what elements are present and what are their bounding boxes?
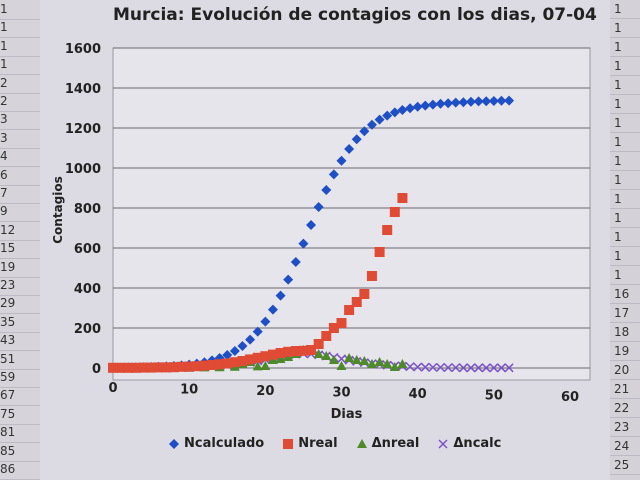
legend-label: Nreal [298,436,338,451]
square-marker-icon [283,438,294,449]
spreadsheet-cell[interactable]: 1 [610,95,640,114]
y-tick-label: 1600 [65,42,101,57]
spreadsheet-cell[interactable]: 17 [610,304,640,323]
spreadsheet-cell[interactable]: 1 [610,228,640,247]
series-Nreal [108,193,408,373]
y-axis-label: Contagios [51,176,65,244]
spreadsheet-cell[interactable]: 3 [0,129,40,149]
y-tick-label: 1000 [65,162,101,177]
spreadsheet-cell[interactable]: 1 [610,57,640,76]
spreadsheet-cell[interactable]: 1 [0,0,40,20]
x-axis-label: Dias [331,407,363,422]
spreadsheet-cell[interactable]: 1 [610,133,640,152]
spreadsheet-cell[interactable]: 19 [0,258,40,278]
chart-area[interactable]: Murcia: Evolución de contagios con los d… [40,0,610,480]
spreadsheet-cell[interactable]: 12 [0,221,40,241]
spreadsheet-cell[interactable]: 43 [0,331,40,352]
legend-item-Δncalc: Δncalc [437,436,501,451]
x-tick-label: 30 [332,386,350,401]
spreadsheet-cell[interactable]: 3 [0,110,40,131]
spreadsheet-cell[interactable]: 23 [0,276,40,296]
spreadsheet-cell[interactable]: 4 [0,147,40,168]
spreadsheet-cell[interactable]: 7 [0,184,40,204]
spreadsheet-cell[interactable]: 2 [0,92,40,112]
spreadsheet-cell[interactable]: 1 [610,0,640,19]
spreadsheet-cell[interactable]: 15 [0,239,40,260]
spreadsheet-cell[interactable]: 67 [0,386,40,407]
plot-area: 0 200 400 600 800 1000 1200 1400 1600 0 10 20 30 40 50… [51,42,591,422]
spreadsheet-cell[interactable]: 22 [610,399,640,418]
spreadsheet-cell[interactable]: 1 [610,38,640,57]
spreadsheet-cell[interactable]: 75 [0,405,40,425]
x-tick-label: 50 [485,389,503,404]
spreadsheet-cell[interactable]: 9 [0,202,40,223]
y-tick-label: 200 [74,322,101,337]
x-tick-label: 60 [561,390,579,405]
spreadsheet-cell[interactable]: 1 [0,37,40,57]
spreadsheet-cell[interactable]: 1 [0,18,40,39]
x-marker-icon [438,438,448,449]
legend-label: Ncalculado [184,436,265,451]
spreadsheet-cell[interactable]: 18 [610,323,640,342]
x-tick-label: 40 [409,387,427,402]
spreadsheet-cell[interactable]: 1 [610,19,640,38]
legend-label: Δncalc [453,436,502,451]
y-tick-label: 1200 [65,122,101,137]
spreadsheet-cell[interactable]: 1 [0,55,40,76]
spreadsheet-cell[interactable]: 24 [610,437,640,456]
spreadsheet-cell[interactable]: 21 [610,380,640,399]
plot-background [112,47,591,381]
diamond-marker-icon [169,438,179,449]
spreadsheet-cell[interactable]: 1 [610,209,640,228]
spreadsheet-cell[interactable]: 81 [0,423,40,444]
legend-item-Nreal: Nreal [282,436,338,451]
spreadsheet-cell[interactable]: 6 [0,166,40,186]
spreadsheet-cell[interactable]: 19 [610,342,640,361]
legend-item-Ncalculado: Ncalculado [168,436,264,451]
x-tick-label: 0 [108,381,117,396]
spreadsheet-cell[interactable]: 85 [0,442,40,462]
spreadsheet-cell[interactable]: 1 [610,114,640,133]
x-tick-label: 10 [180,383,198,398]
y-tick-label: 0 [92,362,101,377]
y-tick-label: 1400 [65,82,101,97]
y-tick-label: 600 [74,242,101,257]
spreadsheet-cell[interactable]: 29 [0,294,40,315]
spreadsheet-cell[interactable]: 16 [610,285,640,304]
spreadsheet-cell[interactable]: 59 [0,368,40,388]
spreadsheet-cell[interactable]: 2 [0,74,40,94]
legend-label: Δnreal [371,436,420,451]
spreadsheet-cell[interactable]: 25 [610,456,640,475]
spreadsheet-cell[interactable]: 86 [0,460,40,480]
spreadsheet-right-column: 1 1 1 1 1 1 1 1 1 1 1 1 1 1 1 16 17 18 19 20 21 22 23 24 25 [609,0,640,480]
spreadsheet-cell[interactable]: 1 [610,76,640,95]
spreadsheet-cell[interactable]: 1 [610,247,640,266]
y-tick-label: 800 [74,202,101,217]
chart-title: Murcia: Evolución de contagios con los d… [113,5,597,25]
triangle-marker-icon [356,438,367,448]
y-tick-label: 400 [74,282,101,297]
spreadsheet-cell[interactable]: 20 [610,361,640,380]
spreadsheet-cell[interactable]: 1 [610,171,640,190]
spreadsheet-cell[interactable]: 51 [0,350,40,370]
spreadsheet-cell[interactable]: 23 [610,418,640,437]
x-tick-label: 20 [256,384,274,399]
spreadsheet-cell[interactable]: 35 [0,313,40,333]
spreadsheet-left-column: 1 1 1 1 2 2 3 3 4 6 7 9 12 15 19 23 29 35 43 51 59 67 75 81 85 86 [0,0,41,480]
spreadsheet-cell[interactable]: 1 [610,266,640,285]
spreadsheet-cell[interactable]: 1 [610,152,640,171]
legend-item-Δnreal: Δnreal [356,436,420,451]
spreadsheet-cell[interactable]: 1 [610,190,640,209]
legend: Ncalculado Nreal Δnreal Δncalc [168,436,501,451]
